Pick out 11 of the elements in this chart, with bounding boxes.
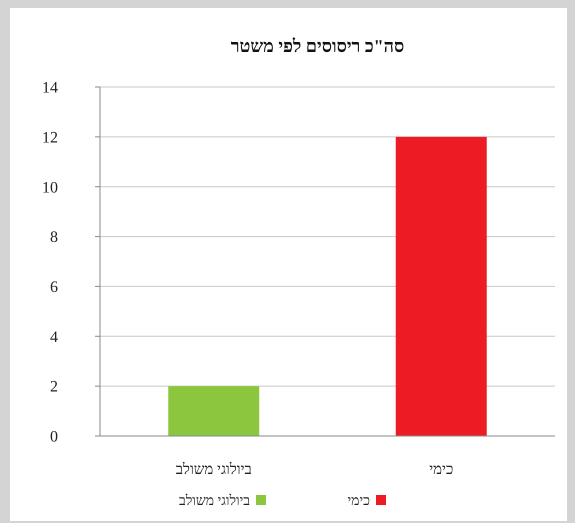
- y-tick-label: 6: [50, 279, 58, 296]
- y-tick-label: 10: [42, 179, 58, 196]
- y-tick-label: 0: [50, 428, 58, 446]
- y-tick-label: 12: [42, 129, 58, 146]
- legend-label: כימי: [348, 494, 370, 509]
- legend-label: ביולוגי משולב: [178, 492, 250, 509]
- y-tick-label: 14: [42, 80, 58, 97]
- y-tick-label: 8: [50, 229, 58, 246]
- y-tick-label: 4: [50, 328, 58, 346]
- y-tick-label: 2: [50, 378, 58, 396]
- chart-title: סה"כ ריסוסים לפי משטר: [230, 36, 404, 56]
